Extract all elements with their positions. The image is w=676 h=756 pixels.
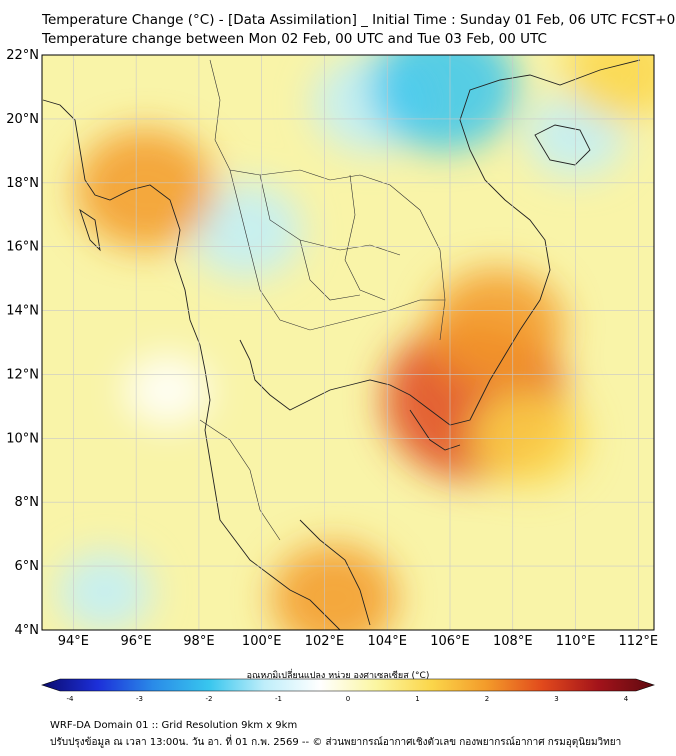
colorbar-tick-label: 1 <box>415 695 419 703</box>
colorbar-tick-label: -2 <box>206 695 213 703</box>
temperature-map: 22°N 20°N 18°N 16°N 14°N 12°N 10°N 8°N 6°N 4°N 94… <box>6 48 658 649</box>
lat-label: 4°N <box>15 623 40 638</box>
lon-label: 110°E <box>556 634 596 649</box>
admin-borders <box>199 59 446 541</box>
lon-label: 94°E <box>58 634 89 649</box>
lat-label: 16°N <box>6 240 39 255</box>
lon-label: 106°E <box>430 634 470 649</box>
lat-label: 8°N <box>15 495 40 510</box>
colorbar-tick-label: 2 <box>485 695 489 703</box>
lat-label: 18°N <box>6 176 39 191</box>
field-ne-warm <box>564 55 654 121</box>
field-vietnam-warm <box>429 268 565 385</box>
lon-label: 98°E <box>183 634 214 649</box>
colorbar-tick-label: -4 <box>67 695 75 703</box>
lon-label: 108°E <box>493 634 533 649</box>
colorbar-tick-label: -1 <box>275 695 282 703</box>
field-andaman-cool <box>124 354 211 427</box>
colorbar-ticks: -4 -3 -2 -1 0 1 2 3 4 <box>67 695 629 703</box>
lon-label: 96°E <box>121 634 152 649</box>
map-title-line2: Temperature change between Mon 02 Feb, 0… <box>42 31 547 47</box>
lon-label: 100°E <box>242 634 282 649</box>
footer-domain-info: WRF-DA Domain 01 :: Grid Resolution 9km … <box>50 720 298 731</box>
colorbar-label: อุณหภูมิเปลี่ยนแปลง หน่วย องศาเซลเซียส (… <box>246 671 430 681</box>
lat-labels: 22°N 20°N 18°N 16°N 14°N 12°N 10°N 8°N 6°N 4°N <box>6 48 39 638</box>
field-myanmar-warm <box>75 129 216 250</box>
lon-labels: 94°E 96°E 98°E 100°E 102°E 104°E 106°E 108°E 110… <box>58 634 658 649</box>
lat-label: 6°N <box>15 559 40 574</box>
lon-label: 112°E <box>619 634 659 649</box>
lon-label: 104°E <box>367 634 407 649</box>
map-frame <box>41 54 655 631</box>
lat-label: 22°N <box>6 48 39 63</box>
field-central-cool <box>189 182 303 279</box>
colorbar-tick-label: 4 <box>624 695 629 703</box>
footer-credit: ปรับปรุงข้อมูล ณ เวลา 13:00น. วัน อา. ที… <box>50 737 622 748</box>
field-southwest-cool <box>57 551 153 630</box>
colorbar: -4 -3 -2 -1 0 1 2 3 4 <box>41 678 655 703</box>
colorbar-bar <box>41 678 655 692</box>
colorbar-tick-label: 0 <box>346 695 350 703</box>
lat-label: 12°N <box>6 367 39 382</box>
coastlines <box>42 59 641 630</box>
lat-label: 20°N <box>6 112 39 127</box>
field-gulf-tonkin-cool <box>369 55 518 151</box>
colorbar-tick-label: -3 <box>136 695 143 703</box>
lat-label: 10°N <box>6 431 39 446</box>
lat-label: 14°N <box>6 304 39 319</box>
lon-label: 102°E <box>305 634 345 649</box>
map-area: 22°N 20°N 18°N 16°N 14°N 12°N 10°N 8°N 6°N 4°N 94… <box>6 48 658 649</box>
map-title-line1: Temperature Change (°C) - [Data Assimila… <box>42 12 676 28</box>
colorbar-tick-label: 3 <box>554 695 558 703</box>
